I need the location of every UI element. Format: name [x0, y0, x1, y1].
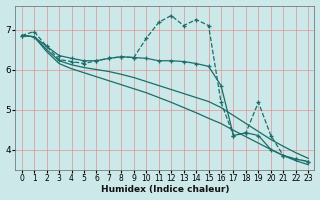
X-axis label: Humidex (Indice chaleur): Humidex (Indice chaleur) — [101, 185, 229, 194]
